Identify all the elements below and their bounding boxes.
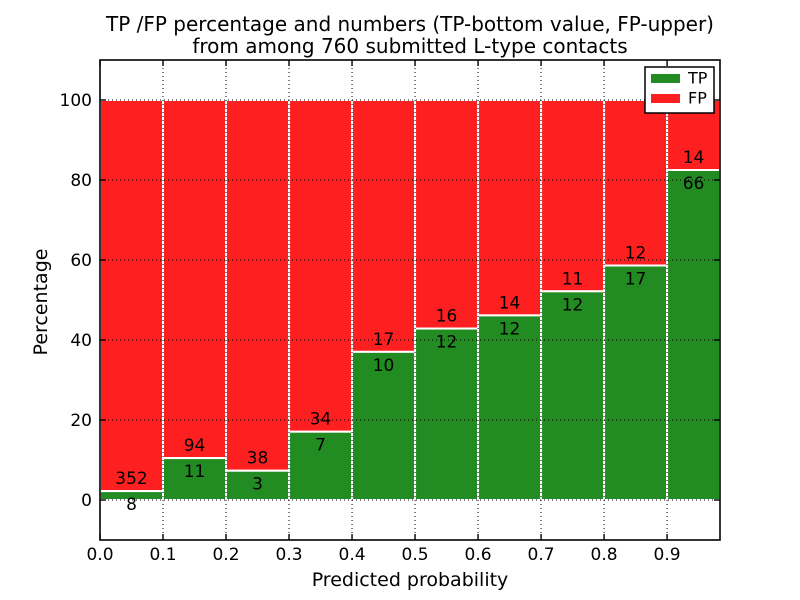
tp-count-label: 66	[683, 174, 705, 194]
fp-bar-segment	[540, 99, 606, 293]
fp-count-label: 14	[499, 293, 521, 313]
y-axis-label: Percentage	[30, 249, 52, 356]
tp-count-label: 10	[373, 356, 395, 376]
tp-bar-segment	[666, 169, 722, 501]
fp-count-label: 17	[373, 330, 395, 350]
bar-count-labels-group: 352 8 94 11 38 3 34 7 17 10 16 12 14 12 11 12 12 17 14 66	[115, 148, 704, 515]
tp-count-label: 17	[625, 270, 647, 290]
plot-border	[99, 59, 721, 541]
x-tick-label: 0.8	[591, 545, 618, 565]
x-tick-label: 0.5	[402, 545, 429, 565]
legend-swatch-tp	[651, 74, 680, 83]
fp-bar-segment	[414, 99, 480, 330]
y-tick-label: 60	[70, 251, 92, 271]
x-tick-label: 0.7	[528, 545, 555, 565]
axes-group	[99, 59, 721, 541]
fp-bar-segment	[225, 99, 291, 472]
y-tick-label: 80	[70, 171, 92, 191]
x-tick-label: 0.0	[86, 545, 113, 565]
tp-count-label: 12	[562, 295, 584, 315]
fp-bar-segment	[162, 99, 228, 460]
fp-bar-segment	[99, 99, 165, 493]
tp-bar-segment	[288, 430, 354, 501]
x-tick-label: 0.1	[149, 545, 176, 565]
fp-count-label: 16	[436, 307, 458, 327]
legend-swatch-fp	[651, 94, 680, 103]
x-tick-label: 0.6	[465, 545, 492, 565]
x-tick-label: 0.9	[654, 545, 681, 565]
gridlines-group	[100, 60, 720, 540]
y-tick-label: 0	[81, 491, 92, 511]
tp-count-label: 7	[315, 436, 326, 456]
fp-count-label: 38	[247, 449, 269, 469]
fp-count-label: 352	[115, 469, 147, 489]
fp-bar-segment	[351, 99, 417, 353]
legend-label-fp: FP	[688, 89, 707, 108]
x-tick-label: 0.2	[212, 545, 239, 565]
fp-bar-segment	[477, 99, 543, 317]
tp-bar-segment	[477, 314, 543, 501]
tp-count-label: 12	[436, 333, 458, 353]
bars-group	[99, 99, 722, 502]
fp-count-label: 94	[184, 436, 206, 456]
x-axis-label: Predicted probability	[312, 569, 509, 591]
y-tick-label: 100	[60, 91, 92, 111]
legend-label-tp: TP	[687, 69, 708, 88]
tp-bar-segment	[603, 264, 669, 501]
fp-count-label: 14	[683, 148, 705, 168]
tp-count-label: 11	[184, 462, 206, 482]
fp-count-label: 12	[625, 244, 647, 264]
fp-bar-segment	[288, 99, 354, 433]
tp-count-label: 8	[126, 495, 137, 515]
tp-bar-segment	[351, 350, 417, 501]
x-tick-label: 0.4	[339, 545, 366, 565]
y-tick-label: 40	[70, 331, 92, 351]
fp-count-label: 11	[562, 269, 584, 289]
fp-bar-segment	[603, 99, 669, 267]
y-tick-label: 20	[70, 411, 92, 431]
tp-count-label: 3	[252, 475, 263, 495]
chart-title-line2: from among 760 submitted L-type contacts	[192, 34, 627, 58]
tp-bar-segment	[225, 469, 291, 502]
tick-labels-group: 0.0 0.1 0.2 0.3 0.4 0.5 0.6 0.7 0.8 0.9 0 20 40 60 80 1…	[60, 91, 681, 565]
fp-count-label: 34	[310, 410, 332, 430]
tp-bar-segment	[414, 327, 480, 502]
chart-title-line1: TP /FP percentage and numbers (TP-bottom…	[105, 12, 714, 36]
tp-count-label: 12	[499, 319, 521, 339]
x-tick-label: 0.3	[276, 545, 303, 565]
tp-bar-segment	[540, 290, 606, 501]
